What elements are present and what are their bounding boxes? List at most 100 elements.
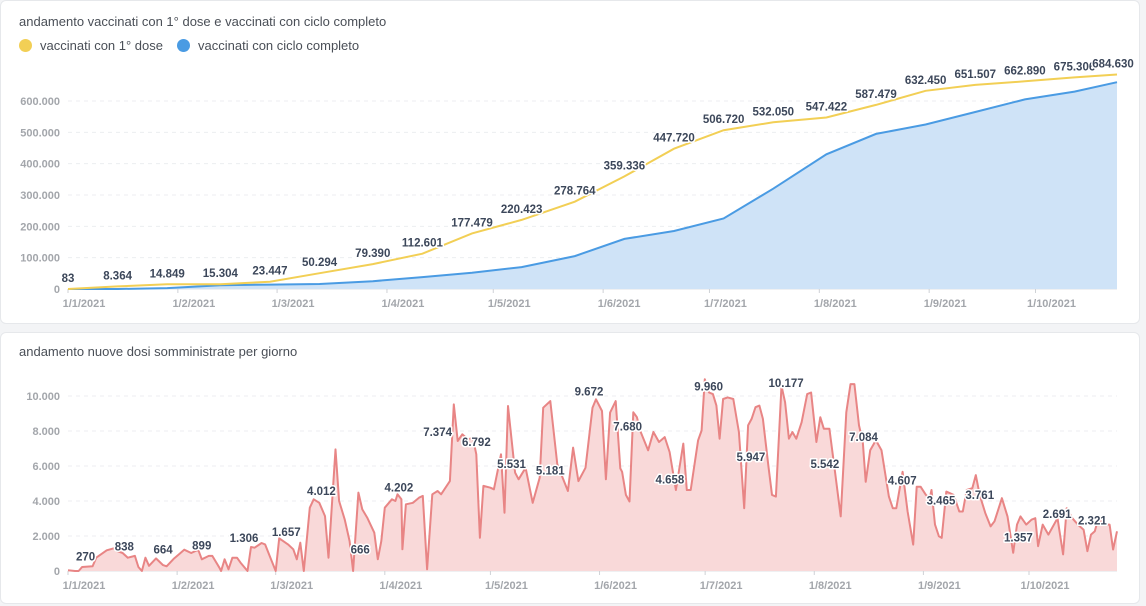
data-label: 278.764 xyxy=(554,186,596,198)
data-label: 838 xyxy=(115,541,135,553)
data-label: 5.542 xyxy=(810,459,839,471)
x-tick-label: 1/9/2021 xyxy=(918,580,961,592)
data-label: 220.423 xyxy=(501,204,543,216)
x-tick-label: 1/1/2021 xyxy=(63,580,106,592)
x-tick-label: 1/10/2021 xyxy=(1027,298,1076,310)
data-label: 532.050 xyxy=(752,106,794,118)
data-label: 1.306 xyxy=(230,533,259,545)
x-tick-label: 1/2/2021 xyxy=(172,298,215,310)
data-label: 3.465 xyxy=(927,495,956,507)
data-label: 4.012 xyxy=(307,486,336,498)
data-label: 5.947 xyxy=(737,452,766,464)
data-label: 506.720 xyxy=(703,114,745,126)
legend-item-full-cycle[interactable]: vaccinati con ciclo completo xyxy=(177,38,359,53)
data-label: 14.849 xyxy=(150,268,185,280)
data-label: 79.390 xyxy=(355,248,390,260)
x-tick-label: 1/6/2021 xyxy=(594,580,637,592)
data-label: 651.507 xyxy=(954,69,996,81)
data-label: 675.306 xyxy=(1054,61,1096,73)
data-label: 547.422 xyxy=(806,101,848,113)
data-label: 15.304 xyxy=(203,268,239,280)
data-label: 23.447 xyxy=(252,266,287,278)
data-label: 587.479 xyxy=(855,89,897,101)
legend-dot-icon xyxy=(19,39,32,52)
legend-item-first-dose[interactable]: vaccinati con 1° dose xyxy=(19,38,163,53)
data-label: 662.890 xyxy=(1004,65,1046,77)
cumulative-chart: 0 100.000 200.000 300.000 400.000 500.000 600.… xyxy=(20,57,1135,310)
x-tick-label: 1/5/2021 xyxy=(488,298,531,310)
data-label: 684.630 xyxy=(1092,58,1134,70)
y-tick-label: 0 xyxy=(54,566,60,578)
data-label: 5.531 xyxy=(497,459,526,471)
data-label: 1.657 xyxy=(272,527,301,539)
y-tick-label: 600.000 xyxy=(20,96,60,108)
x-tick-label: 1/7/2021 xyxy=(700,580,743,592)
data-label: 1.357 xyxy=(1004,532,1033,544)
data-label: 664 xyxy=(153,544,173,556)
data-label: 50.294 xyxy=(302,257,338,269)
x-tick-label: 1/3/2021 xyxy=(270,580,313,592)
data-label: 177.479 xyxy=(451,217,493,229)
full-cycle-line xyxy=(68,81,1118,290)
data-label: 359.336 xyxy=(604,160,646,172)
data-label: 10.177 xyxy=(769,378,804,390)
data-label: 2.691 xyxy=(1043,509,1072,521)
data-label: 9.960 xyxy=(694,382,723,394)
data-label: 447.720 xyxy=(653,133,695,145)
y-tick-label: 2.000 xyxy=(32,531,60,543)
daily-doses-area xyxy=(68,379,1117,571)
data-label: 83 xyxy=(62,273,75,285)
data-label: 3.761 xyxy=(965,490,994,502)
data-label: 6.792 xyxy=(462,437,491,449)
legend-dot-icon xyxy=(177,39,190,52)
daily-doses-card: andamento nuove dosi somministrate per g… xyxy=(0,332,1140,604)
data-label: 899 xyxy=(192,540,211,552)
full-cycle-area xyxy=(68,82,1117,289)
data-label: 7.084 xyxy=(849,432,878,444)
y-tick-label: 300.000 xyxy=(20,190,60,202)
data-label: 632.450 xyxy=(905,75,947,87)
cumulative-vaccinations-card: andamento vaccinati con 1° dose e vaccin… xyxy=(0,0,1140,324)
data-label: 270 xyxy=(76,551,95,563)
y-tick-label: 10.000 xyxy=(26,391,60,403)
x-tick-label: 1/10/2021 xyxy=(1021,580,1070,592)
y-tick-label: 500.000 xyxy=(20,127,60,139)
x-tick-label: 1/4/2021 xyxy=(382,298,425,310)
y-tick-label: 6.000 xyxy=(32,461,60,473)
y-tick-label: 400.000 xyxy=(20,159,60,171)
data-label: 4.607 xyxy=(888,475,917,487)
daily-doses-chart: 0 2.000 4.000 6.000 8.000 10.000 1/1/2021 1/2/2… xyxy=(26,376,1118,592)
data-label: 666 xyxy=(351,544,370,556)
data-label: 7.374 xyxy=(423,427,452,439)
legend-label: vaccinati con 1° dose xyxy=(40,38,163,53)
data-label: 2.321 xyxy=(1078,515,1107,527)
daily-doses-line xyxy=(67,378,1118,572)
x-tick-label: 1/3/2021 xyxy=(272,298,315,310)
x-tick-label: 1/8/2021 xyxy=(814,298,857,310)
data-label: 9.672 xyxy=(575,387,604,399)
x-tick-label: 1/1/2021 xyxy=(63,298,106,310)
data-label: 4.202 xyxy=(385,482,414,494)
x-tick-label: 1/2/2021 xyxy=(172,580,215,592)
x-tick-label: 1/8/2021 xyxy=(809,580,852,592)
x-tick-label: 1/7/2021 xyxy=(704,298,747,310)
y-tick-label: 200.000 xyxy=(20,221,60,233)
legend-label: vaccinati con ciclo completo xyxy=(198,38,360,53)
y-tick-label: 0 xyxy=(54,284,60,296)
data-label: 7.680 xyxy=(613,422,642,434)
x-tick-label: 1/6/2021 xyxy=(598,298,641,310)
data-label: 112.601 xyxy=(402,238,444,250)
data-label: 4.658 xyxy=(656,474,685,486)
y-tick-label: 4.000 xyxy=(32,496,60,508)
first-dose-line xyxy=(67,73,1118,290)
x-tick-label: 1/5/2021 xyxy=(485,580,528,592)
chart-title: andamento vaccinati con 1° dose e vaccin… xyxy=(19,14,387,29)
x-tick-label: 1/4/2021 xyxy=(379,580,422,592)
data-label: 8.364 xyxy=(103,270,132,282)
data-label: 5.181 xyxy=(536,465,565,477)
chart-title: andamento nuove dosi somministrate per g… xyxy=(19,344,298,359)
x-tick-label: 1/9/2021 xyxy=(924,298,967,310)
chart-legend: vaccinati con 1° dose vaccinati con cicl… xyxy=(19,38,373,53)
y-tick-label: 100.000 xyxy=(20,253,60,265)
y-tick-label: 8.000 xyxy=(32,426,60,438)
